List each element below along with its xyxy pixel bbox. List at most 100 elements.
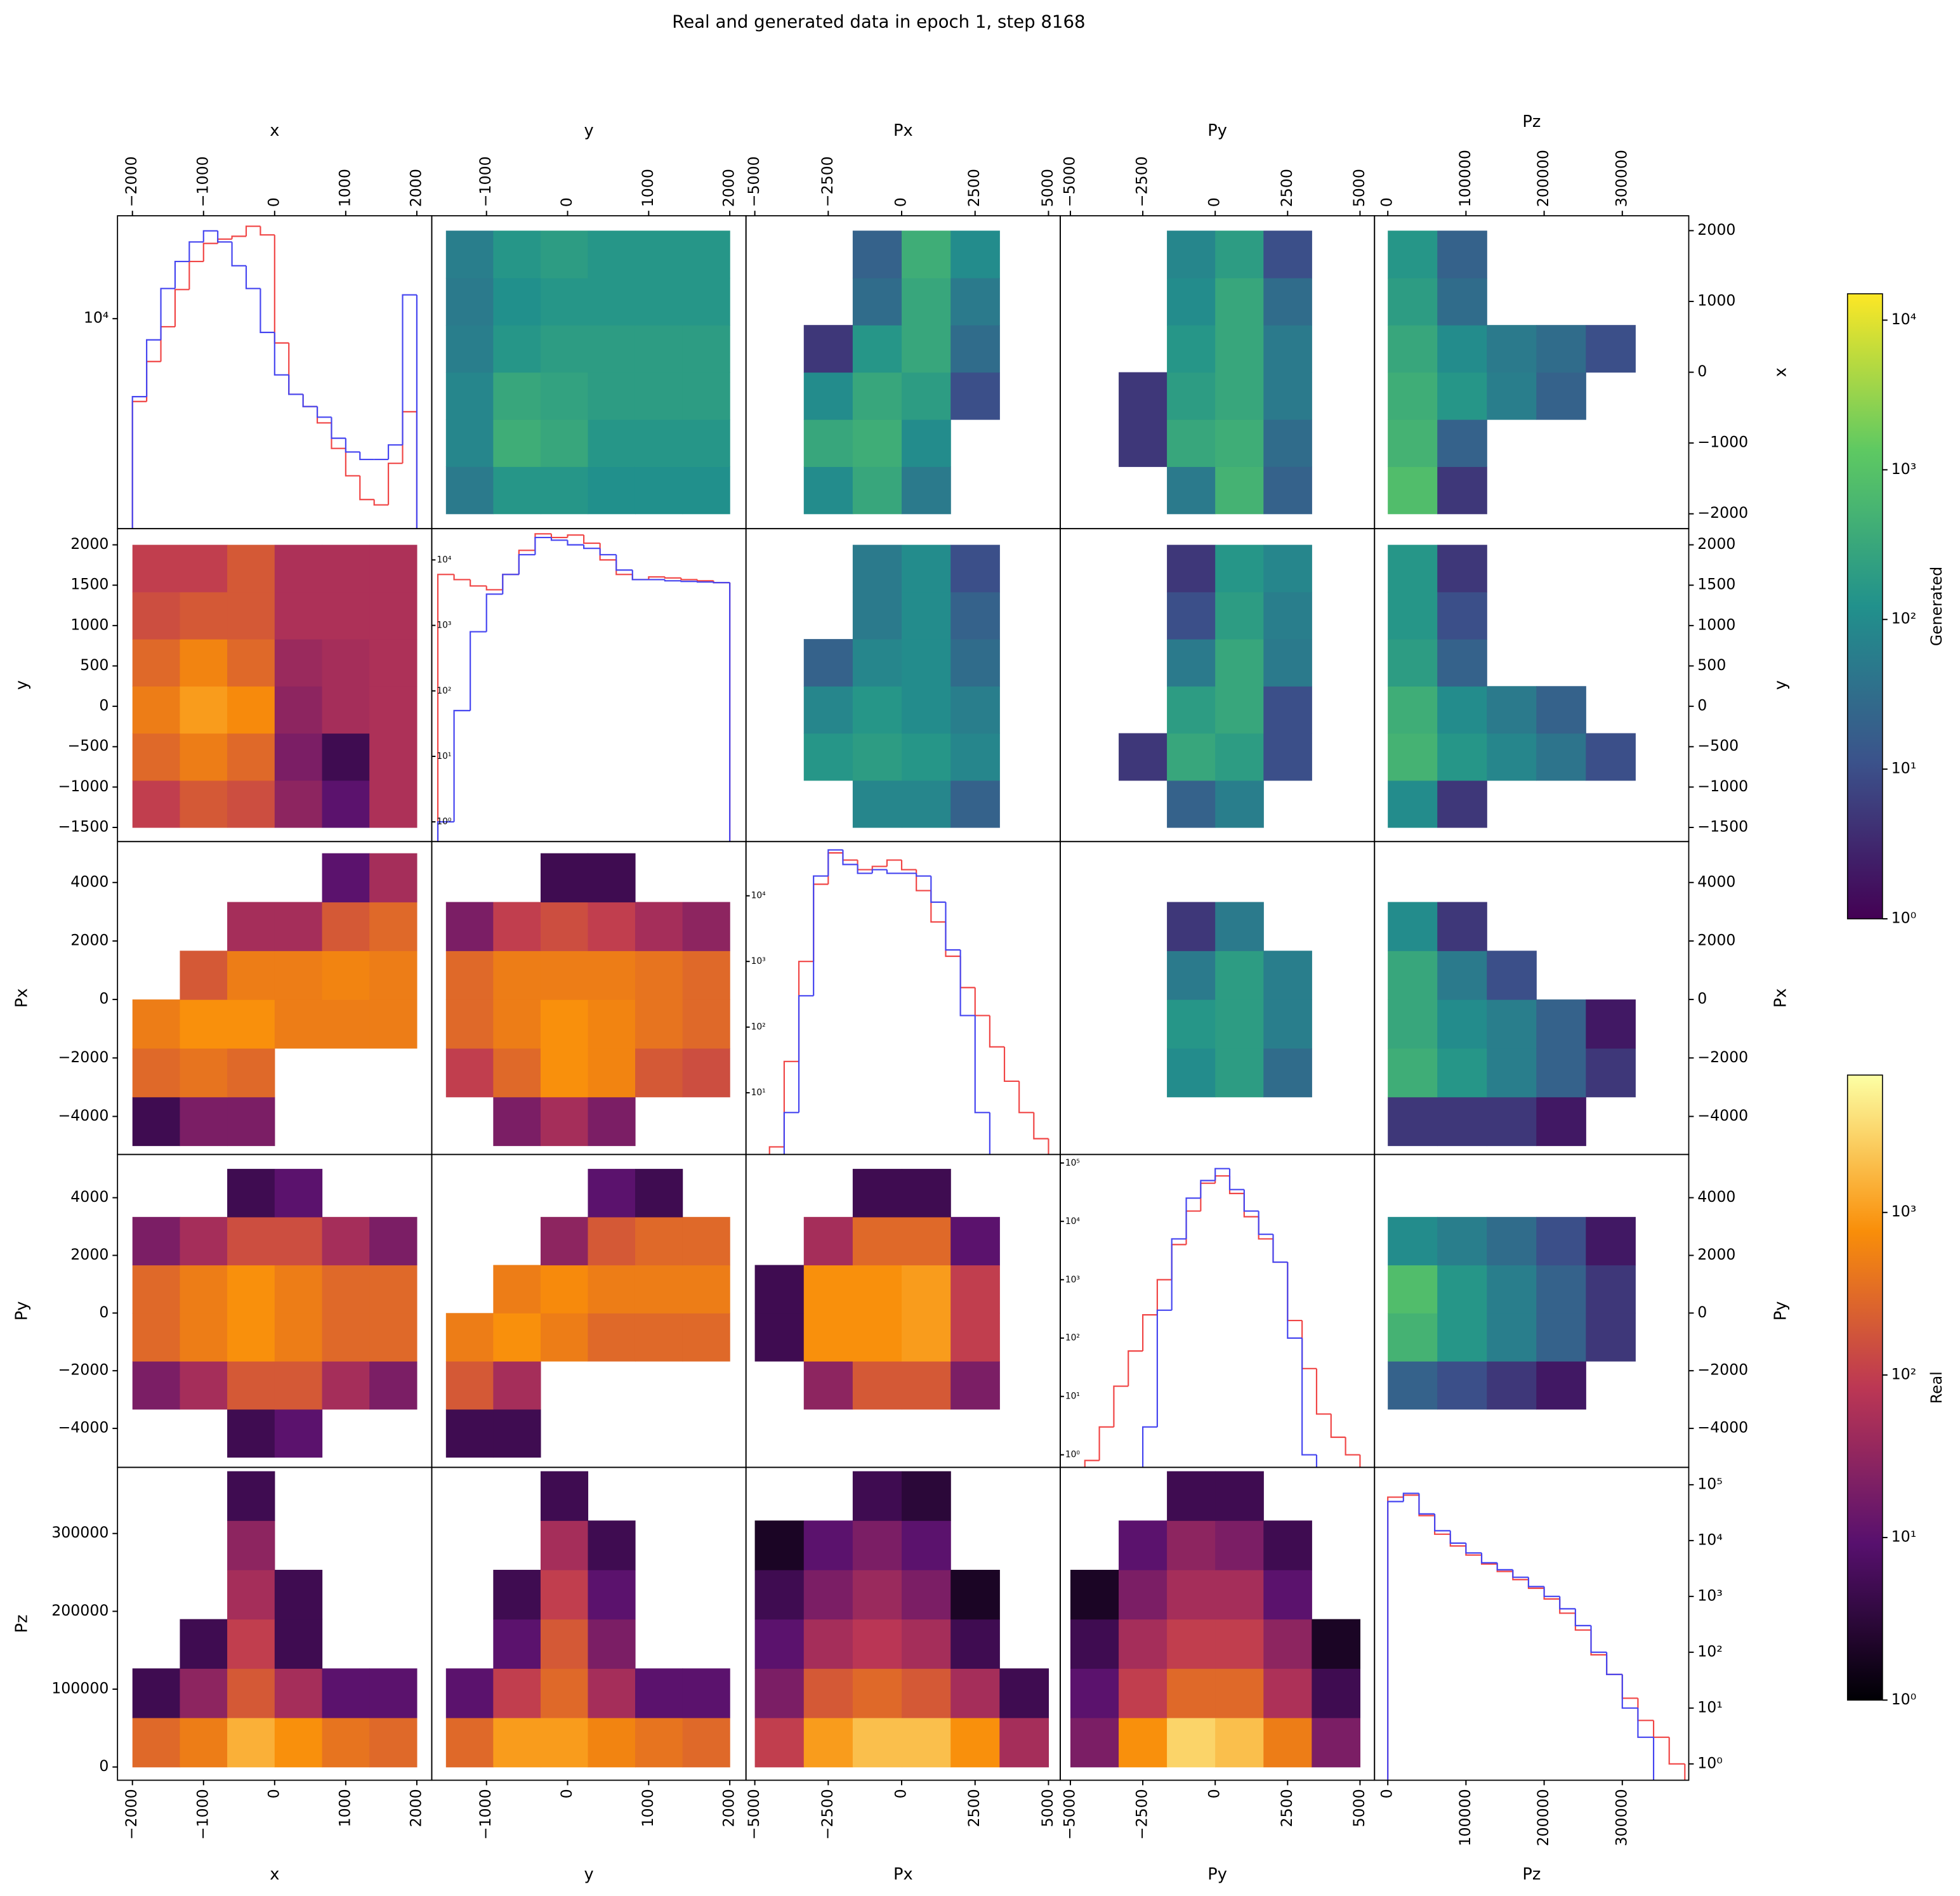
hist2d-cell bbox=[493, 902, 541, 951]
hist1d-panel bbox=[1084, 1168, 1361, 1468]
hist2d-cell bbox=[1263, 325, 1312, 373]
hist-step bbox=[871, 866, 887, 870]
hist2d-cell bbox=[902, 1520, 951, 1570]
hist2d-cell bbox=[540, 853, 589, 903]
hist2d-cell bbox=[322, 1265, 370, 1313]
hist2d-cell bbox=[1536, 1313, 1586, 1362]
x-axis-label: Px bbox=[893, 1865, 913, 1884]
hist2d-cell bbox=[950, 1569, 1000, 1620]
hist2d-cell bbox=[588, 999, 636, 1049]
x-tick-label: 0 bbox=[892, 197, 910, 207]
hist2d-panel bbox=[1119, 544, 1312, 828]
hist-step bbox=[696, 579, 714, 582]
hist2d-cell bbox=[132, 639, 181, 687]
hist2d-cell bbox=[1215, 1471, 1264, 1521]
hist-step bbox=[696, 581, 714, 583]
hist2d-cell bbox=[1263, 1048, 1312, 1098]
colorbar-tick-label: 10⁰ bbox=[1891, 1690, 1917, 1708]
hist2d-cell bbox=[493, 1313, 541, 1362]
hist-step bbox=[615, 555, 633, 571]
hist2d-cell bbox=[852, 1718, 902, 1768]
hist-step bbox=[1449, 1531, 1466, 1544]
hist-step bbox=[485, 586, 503, 591]
hist2d-cell bbox=[803, 1718, 853, 1768]
hist2d-panel bbox=[132, 1169, 418, 1458]
hist-step bbox=[1301, 1338, 1317, 1456]
hist-step bbox=[1345, 1437, 1360, 1456]
hist2d-cell bbox=[274, 1169, 323, 1218]
hist2d-cell bbox=[274, 1265, 323, 1313]
hist-step bbox=[470, 579, 487, 587]
hist2d-cell bbox=[852, 466, 902, 515]
hist2d-cell bbox=[852, 686, 902, 734]
hist2d-cell bbox=[588, 1313, 636, 1362]
hist2d-cell bbox=[682, 419, 730, 467]
hist2d-cell bbox=[588, 325, 636, 373]
y-tick-label: −2000 bbox=[58, 1361, 109, 1379]
x-tick-label: −5000 bbox=[745, 1789, 763, 1840]
hist2d-cell bbox=[180, 1361, 228, 1410]
hist2d-cell bbox=[132, 544, 181, 593]
hist2d-cell bbox=[1388, 1048, 1438, 1098]
x-axis-label: y bbox=[584, 121, 594, 140]
hist2d-cell bbox=[1263, 1668, 1312, 1718]
hist2d-cell bbox=[1215, 230, 1264, 279]
y-tick-label: 1000 bbox=[1697, 616, 1735, 633]
hist2d-cell bbox=[445, 372, 494, 420]
hist2d-cell bbox=[274, 1216, 323, 1266]
colorbar-tick-label: 10² bbox=[1891, 610, 1917, 628]
x-tick-label: 0 bbox=[265, 1789, 282, 1798]
x-tick-label: 0 bbox=[892, 1789, 910, 1798]
hist2d-cell bbox=[369, 544, 418, 593]
y-tick-label: 10⁰ bbox=[1065, 1450, 1081, 1460]
hist-step bbox=[1018, 1081, 1034, 1114]
hist2d-cell bbox=[1215, 733, 1264, 781]
hist-step bbox=[768, 1146, 784, 1155]
hist2d-cell bbox=[227, 951, 275, 1000]
hist2d-cell bbox=[902, 230, 951, 279]
hist2d-cell bbox=[1437, 544, 1487, 593]
hist2d-cell bbox=[369, 1718, 418, 1768]
hist2d-cell bbox=[132, 591, 181, 640]
hist-step bbox=[713, 582, 730, 584]
hist2d-cell bbox=[1312, 1619, 1361, 1669]
y-tick-label: 10¹ bbox=[751, 1088, 766, 1098]
x-axis-label: Py bbox=[1207, 1865, 1227, 1884]
hist-step bbox=[534, 536, 551, 555]
hist-step bbox=[174, 260, 190, 289]
hist-step bbox=[989, 1015, 1005, 1048]
hist2d-cell bbox=[635, 466, 683, 515]
x-tick-label: 0 bbox=[558, 197, 576, 207]
hist2d-cell bbox=[540, 1048, 589, 1098]
hist2d-cell bbox=[902, 419, 951, 467]
hist2d-cell bbox=[274, 1409, 323, 1458]
y-tick-label: −2000 bbox=[1697, 504, 1748, 522]
hist2d-cell bbox=[1215, 951, 1264, 1000]
hist2d-cell bbox=[493, 1096, 541, 1147]
y-tick-label: 10⁴ bbox=[84, 309, 109, 327]
hist2d-panel bbox=[132, 853, 418, 1147]
hist-step bbox=[231, 235, 246, 239]
hist-step bbox=[974, 1015, 990, 1114]
hist2d-cell bbox=[493, 1718, 541, 1768]
hist2d-cell bbox=[754, 1569, 805, 1620]
hist2d-cell bbox=[803, 325, 853, 373]
hist2d-cell bbox=[682, 325, 730, 373]
hist2d-cell bbox=[493, 466, 541, 515]
hist-step bbox=[518, 554, 536, 575]
x-tick-label: 5000 bbox=[1039, 169, 1056, 207]
hist2d-cell bbox=[902, 591, 951, 640]
hist2d-cell bbox=[950, 1619, 1000, 1669]
hist2d-cell bbox=[322, 544, 370, 593]
hist2d-cell bbox=[902, 1265, 951, 1313]
hist-step bbox=[930, 876, 946, 903]
hist2d-cell bbox=[540, 1668, 589, 1718]
x-tick-label: 5000 bbox=[1350, 169, 1368, 207]
hist2d-cell bbox=[754, 1520, 805, 1570]
hist2d-cell bbox=[1167, 419, 1216, 467]
hist-step bbox=[813, 875, 829, 996]
hist2d-cell bbox=[1437, 639, 1487, 687]
y-tick-label: 10⁴ bbox=[437, 555, 452, 565]
hist2d-cell bbox=[274, 1718, 323, 1768]
hist2d-cell bbox=[493, 230, 541, 279]
